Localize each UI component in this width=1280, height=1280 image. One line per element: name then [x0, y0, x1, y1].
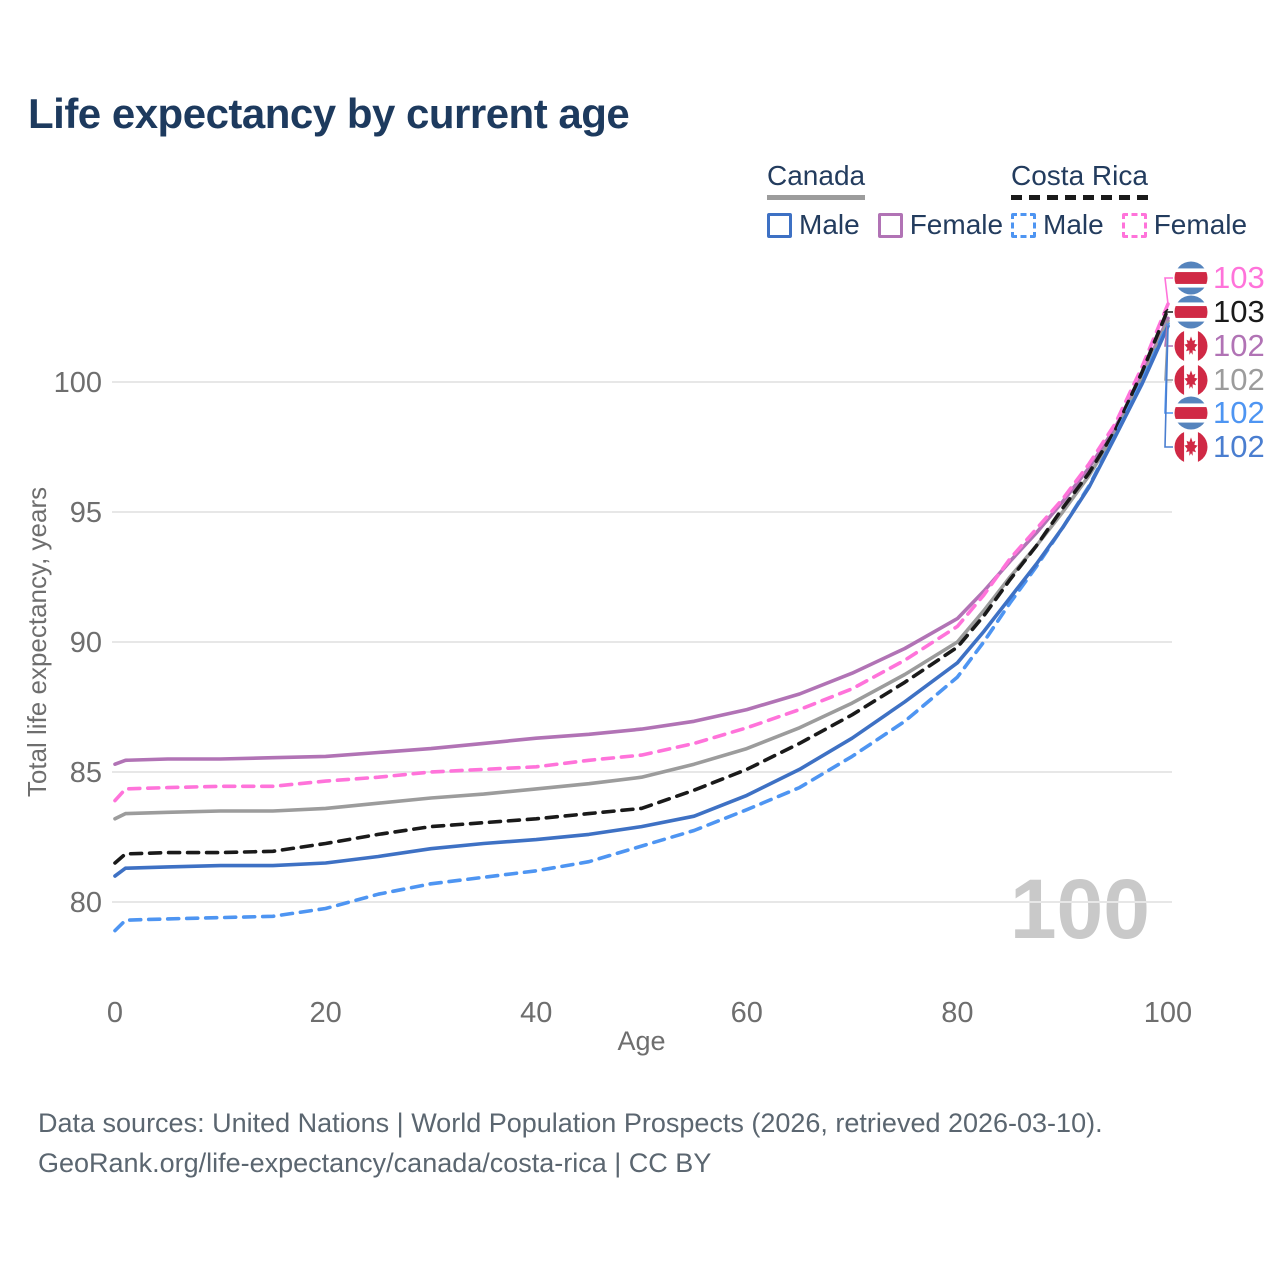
legend-canada-male-label: Male: [799, 209, 860, 240]
y-tick-label-100: 100: [54, 367, 102, 399]
legend-costa-rica-items: Male Female: [1011, 209, 1247, 241]
y-tick-label-90: 90: [70, 627, 102, 659]
end-label-value-costa_rica_female: 103: [1213, 260, 1265, 295]
legend-item-costa-rica-female[interactable]: Female: [1121, 209, 1248, 241]
series-line-costa_rica_all[interactable]: [113, 307, 1170, 865]
legend-item-canada-male[interactable]: Male: [767, 209, 860, 241]
footer-attribution-link[interactable]: GeoRank.org/life-expectancy/canada/costa…: [38, 1148, 712, 1178]
x-tick-label-60: 60: [731, 997, 763, 1029]
end-label-value-canada_female: 102: [1213, 328, 1265, 363]
legend-item-canada-female[interactable]: Female: [877, 209, 1004, 241]
y-tick-label-85: 85: [70, 757, 102, 789]
footer-data-sources: Data sources: United Nations | World Pop…: [38, 1108, 1103, 1138]
age-watermark: 100: [1010, 862, 1150, 956]
canada-solid-line-swatch: [767, 195, 866, 200]
y-tick-label-80: 80: [70, 887, 102, 919]
end-label-value-canada_all: 102: [1213, 362, 1265, 397]
legend-costa-rica-label: Costa Rica: [1011, 160, 1148, 191]
canada-female-swatch-icon: [877, 212, 903, 238]
legend-canada-female-label: Female: [909, 209, 1004, 240]
end-label-value-costa_rica_all: 103: [1213, 294, 1265, 329]
y-tick-label-95: 95: [70, 497, 102, 529]
end-label-value-canada_male: 102: [1213, 429, 1265, 464]
flag-costa-rica-icon: [1174, 295, 1208, 329]
x-axis-label: Age: [617, 1026, 665, 1056]
costa-rica-dashed-line-swatch: [1011, 195, 1148, 200]
flag-canada-icon: [1174, 430, 1208, 464]
legend-costa-rica-header[interactable]: Costa Rica: [1011, 160, 1148, 200]
flag-canada-icon: [1174, 329, 1208, 363]
series-line-canada_female[interactable]: [113, 316, 1170, 766]
x-tick-label-0: 0: [107, 997, 123, 1029]
legend-canada-label: Canada: [767, 160, 866, 191]
legend-canada-header[interactable]: Canada: [767, 160, 866, 200]
x-tick-label-100: 100: [1144, 997, 1192, 1029]
page-title: Life expectancy by current age: [28, 90, 630, 137]
x-tick-label-80: 80: [941, 997, 973, 1029]
x-tick-label-20: 20: [309, 997, 341, 1029]
costa-rica-female-swatch-icon: [1121, 212, 1147, 238]
legend-group-canada: Canada Male Female: [767, 160, 1003, 241]
legend-item-costa-rica-male[interactable]: Male: [1011, 209, 1104, 241]
flag-costa-rica-icon: [1174, 261, 1208, 295]
x-tick-label-40: 40: [520, 997, 552, 1029]
legend-group-costa-rica: Costa Rica Male Female: [1011, 160, 1247, 241]
costa-rica-male-swatch-icon: [1011, 212, 1036, 238]
y-axis-label: Total life expectancy, years: [22, 487, 52, 797]
series-line-canada_male[interactable]: [113, 324, 1170, 878]
end-label-connector-costa_rica_female: [1164, 277, 1173, 305]
end-label-value-costa_rica_male: 102: [1213, 395, 1265, 430]
legend-costa-rica-male-label: Male: [1043, 209, 1104, 240]
flag-canada-icon: [1174, 363, 1208, 397]
end-label-connector-costa_rica_all: [1162, 308, 1173, 313]
series-line-canada_all[interactable]: [113, 319, 1170, 821]
flag-costa-rica-icon: [1174, 396, 1208, 430]
legend-costa-rica-female-label: Female: [1153, 209, 1248, 240]
end-label-connector-canada_male: [1164, 326, 1173, 448]
legend-canada-items: Male Female: [767, 209, 1003, 241]
series-line-costa_rica_female[interactable]: [113, 302, 1170, 803]
canada-male-swatch-icon: [767, 212, 792, 238]
series-line-costa_rica_male[interactable]: [113, 321, 1170, 933]
